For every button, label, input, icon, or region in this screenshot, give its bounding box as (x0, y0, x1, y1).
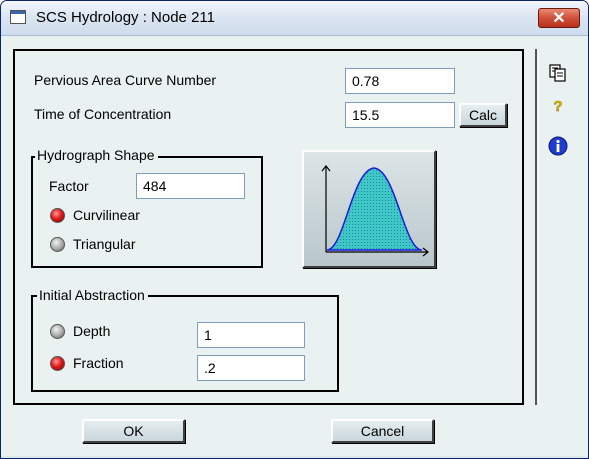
fraction-input[interactable]: .2 (197, 355, 305, 381)
factor-input[interactable]: 484 (136, 173, 245, 199)
fraction-label[interactable]: Fraction (73, 355, 124, 371)
calc-button[interactable]: Calc (459, 103, 507, 127)
svg-text:?: ? (553, 98, 562, 115)
window-app-icon (10, 10, 26, 24)
copy-button[interactable] (544, 63, 572, 87)
depth-label[interactable]: Depth (73, 323, 110, 339)
hydrograph-curve-graphic (304, 152, 434, 266)
depth-radio[interactable] (50, 324, 65, 339)
panel-divider (535, 49, 537, 405)
panel-divider-highlight (538, 49, 539, 405)
close-button[interactable]: ✕ (538, 8, 580, 28)
help-button[interactable]: ? (544, 96, 572, 120)
hydrograph-shape-legend: Hydrograph Shape (35, 147, 158, 163)
window-bottom-edge (1, 456, 588, 458)
fraction-radio[interactable] (50, 356, 65, 371)
triangular-label[interactable]: Triangular (73, 236, 136, 252)
cancel-button[interactable]: Cancel (331, 419, 434, 443)
hydrograph-preview (302, 150, 436, 268)
info-icon (547, 135, 569, 157)
curvilinear-label[interactable]: Curvilinear (73, 207, 140, 223)
pervious-area-label: Pervious Area Curve Number (34, 72, 216, 88)
help-icon: ? (548, 96, 568, 116)
title-bar[interactable]: SCS Hydrology : Node 211 ✕ (1, 1, 588, 36)
pervious-area-input[interactable]: 0.78 (345, 68, 455, 94)
info-button[interactable] (544, 135, 572, 159)
ok-button[interactable]: OK (82, 419, 185, 443)
curvilinear-radio[interactable] (50, 208, 65, 223)
depth-input[interactable]: 1 (197, 322, 305, 348)
factor-label: Factor (49, 178, 89, 194)
window-title: SCS Hydrology : Node 211 (36, 9, 215, 26)
close-icon: ✕ (552, 10, 565, 27)
copy-icon (548, 63, 568, 83)
triangular-radio[interactable] (50, 237, 65, 252)
time-of-concentration-label: Time of Concentration (34, 106, 171, 122)
time-of-concentration-input[interactable]: 15.5 (345, 102, 455, 128)
initial-abstraction-legend: Initial Abstraction (37, 287, 148, 303)
